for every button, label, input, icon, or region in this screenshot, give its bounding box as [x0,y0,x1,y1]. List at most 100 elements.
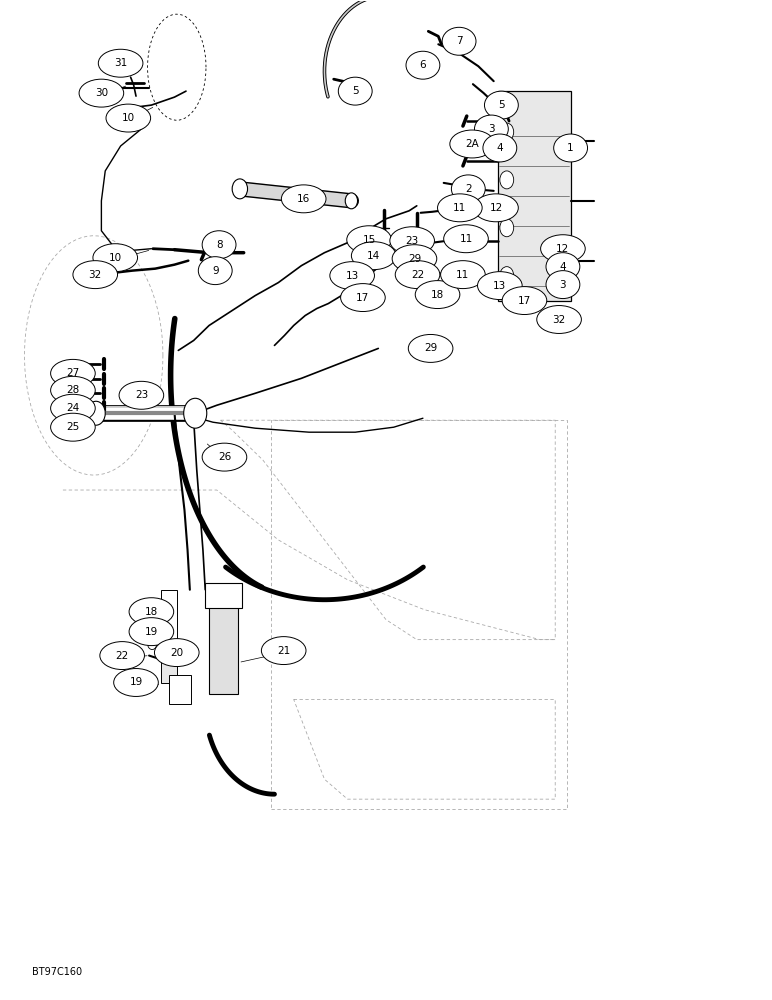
Circle shape [147,624,157,636]
Ellipse shape [485,91,518,119]
Text: 25: 25 [66,422,80,432]
Ellipse shape [93,244,137,272]
Circle shape [147,638,157,650]
Text: 6: 6 [420,60,426,70]
Text: 5: 5 [352,86,358,96]
Text: 13: 13 [346,271,359,281]
Circle shape [499,171,513,189]
Ellipse shape [408,334,453,362]
Ellipse shape [438,194,482,222]
Ellipse shape [475,115,508,143]
Ellipse shape [79,79,124,107]
Text: 10: 10 [122,113,135,123]
Ellipse shape [262,637,306,665]
Ellipse shape [129,618,174,646]
Circle shape [499,123,513,141]
Ellipse shape [51,376,95,404]
Ellipse shape [347,226,391,254]
Text: 28: 28 [66,385,80,395]
Ellipse shape [483,134,516,162]
Text: 23: 23 [135,390,148,400]
Ellipse shape [406,51,440,79]
Ellipse shape [330,262,374,290]
Text: 10: 10 [109,253,122,263]
Ellipse shape [100,642,144,670]
Bar [497,91,571,301]
Text: 11: 11 [459,234,472,244]
Text: 29: 29 [424,343,437,353]
Ellipse shape [452,175,486,203]
Circle shape [147,612,157,624]
Text: 1: 1 [567,143,574,153]
Text: 29: 29 [408,254,421,264]
Text: 22: 22 [411,270,424,280]
Text: 4: 4 [496,143,503,153]
Text: 3: 3 [488,124,495,134]
Text: 32: 32 [553,315,566,325]
Text: 32: 32 [89,270,102,280]
Ellipse shape [113,669,158,696]
Text: 5: 5 [498,100,505,110]
Text: 4: 4 [560,262,566,272]
Text: 26: 26 [218,452,231,462]
Text: 17: 17 [518,296,531,306]
Text: 12: 12 [489,203,503,213]
Ellipse shape [202,231,236,259]
Text: 30: 30 [95,88,108,98]
Ellipse shape [154,639,199,667]
Text: 9: 9 [212,266,218,276]
Text: 11: 11 [456,270,469,280]
Bar [161,590,177,650]
Ellipse shape [73,261,117,289]
Ellipse shape [351,242,396,270]
Bar [169,675,191,704]
Text: 2: 2 [465,184,472,194]
Circle shape [86,401,105,425]
Ellipse shape [444,225,489,253]
Ellipse shape [395,261,440,289]
Bar [209,600,239,694]
Text: 20: 20 [170,648,183,658]
Ellipse shape [441,261,486,289]
Text: 22: 22 [116,651,129,661]
Text: 23: 23 [405,236,418,246]
Ellipse shape [474,194,518,222]
Text: 15: 15 [362,235,376,245]
Ellipse shape [546,271,580,299]
Ellipse shape [106,104,151,132]
Text: 16: 16 [297,194,310,204]
Text: 11: 11 [453,203,466,213]
Ellipse shape [202,443,247,471]
Ellipse shape [442,27,476,55]
Ellipse shape [537,306,581,333]
Ellipse shape [502,287,547,315]
Ellipse shape [129,598,174,626]
Circle shape [499,219,513,237]
Circle shape [232,179,248,199]
Text: 27: 27 [66,368,80,378]
Ellipse shape [392,245,437,273]
Ellipse shape [478,272,522,300]
Text: 2A: 2A [466,139,479,149]
Ellipse shape [546,253,580,281]
Ellipse shape [51,394,95,422]
Ellipse shape [390,227,435,255]
Text: 19: 19 [130,677,143,687]
Ellipse shape [51,413,95,441]
Ellipse shape [540,235,585,263]
Text: 14: 14 [367,251,381,261]
Circle shape [345,193,357,209]
Text: 17: 17 [357,293,370,303]
Text: 8: 8 [215,240,222,250]
Text: BT97C160: BT97C160 [32,967,83,977]
Text: 19: 19 [145,627,158,637]
Ellipse shape [98,49,143,77]
Text: 31: 31 [114,58,127,68]
Circle shape [184,398,207,428]
Text: 18: 18 [431,290,444,300]
Text: 12: 12 [557,244,570,254]
Ellipse shape [450,130,494,158]
Ellipse shape [51,359,95,387]
Text: 7: 7 [455,36,462,46]
Text: 21: 21 [277,646,290,656]
